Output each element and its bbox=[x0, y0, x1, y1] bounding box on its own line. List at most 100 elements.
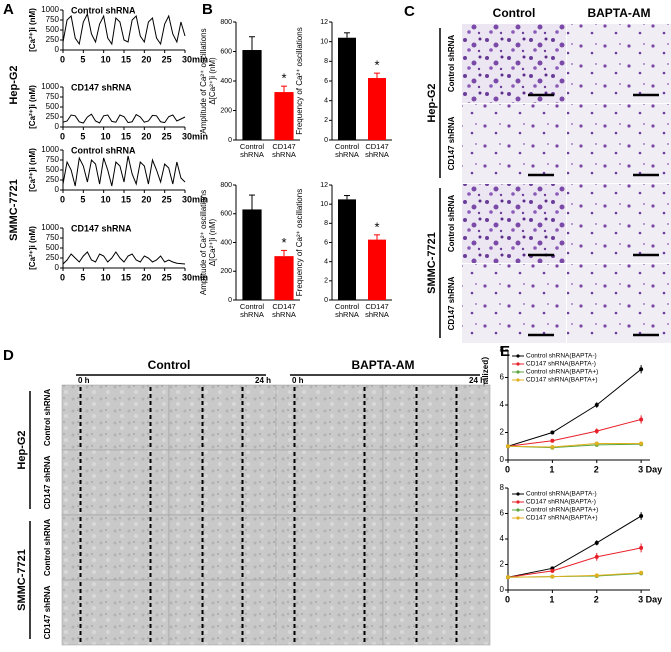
x-tick-label: 5 bbox=[80, 194, 85, 204]
panel-label: B bbox=[202, 1, 213, 18]
group-label: SMMC-7721 bbox=[426, 232, 438, 294]
significance: * bbox=[281, 71, 286, 86]
x-tick-label: 25 bbox=[162, 131, 172, 141]
x-tick-label: 1 bbox=[549, 594, 554, 604]
chart-title: CD147 shRNA bbox=[71, 82, 132, 92]
marker bbox=[506, 575, 510, 580]
micrograph bbox=[275, 384, 384, 451]
y-tick-label: 10 bbox=[320, 201, 328, 208]
y-tick-label: 500 bbox=[46, 25, 60, 34]
row-label: Control shRNA bbox=[43, 519, 52, 577]
x-tick-label: 0 bbox=[60, 131, 65, 141]
y-axis-label: [Ca²⁺]i (nM) bbox=[28, 85, 37, 129]
x-tick-label: 10 bbox=[101, 131, 111, 141]
y-tick-label: 600 bbox=[220, 211, 232, 218]
x-tick-label: Control bbox=[335, 142, 360, 151]
time-label: 0 h bbox=[78, 376, 90, 385]
y-axis-label: [Ca²⁺]i (nM) bbox=[28, 226, 37, 270]
y-tick-label: 2 bbox=[324, 117, 328, 124]
micrograph bbox=[275, 514, 384, 581]
y-axis-label: Δ[Ca²⁺]i (nM) bbox=[208, 218, 217, 266]
y-tick-label: 250 bbox=[46, 112, 60, 121]
bar bbox=[368, 78, 386, 140]
x-tick-label: shRNA bbox=[272, 150, 296, 159]
legend-label: CD147 shRNA(BAPTA+) bbox=[526, 515, 598, 522]
micrograph bbox=[61, 449, 170, 516]
y-axis-label: Frequency of Ca²⁺ oscillations bbox=[295, 189, 304, 296]
y-tick-label: 800 bbox=[220, 182, 232, 189]
legend-marker bbox=[516, 362, 520, 366]
y-tick-label: 750 bbox=[46, 15, 60, 24]
x-tick-label: 20 bbox=[141, 131, 151, 141]
marker bbox=[594, 441, 599, 446]
time-label: 0 h bbox=[292, 376, 304, 385]
x-tick-label: 10 bbox=[101, 272, 111, 282]
y-tick-label: 750 bbox=[46, 155, 60, 164]
y-tick-label: 500 bbox=[46, 102, 60, 111]
bar bbox=[338, 37, 356, 140]
y-tick-label: 0 bbox=[55, 45, 60, 54]
micrograph bbox=[168, 384, 277, 451]
data-line bbox=[507, 443, 642, 449]
y-tick-label: 250 bbox=[46, 253, 60, 262]
x-tick-label: CD147 bbox=[272, 142, 295, 151]
y-tick-label: 2 bbox=[500, 428, 505, 437]
marker bbox=[550, 568, 555, 573]
data-line bbox=[507, 443, 642, 448]
marker bbox=[550, 444, 555, 449]
y-tick-label: 0 bbox=[500, 585, 505, 594]
data-line bbox=[62, 12, 186, 46]
y-tick-label: 750 bbox=[46, 92, 60, 101]
data-line bbox=[62, 113, 186, 124]
column-label: BAPTA-AM bbox=[587, 6, 650, 20]
y-axis-label: Δ[Ca²⁺]i (nM) bbox=[208, 57, 217, 105]
x-tick-label: shRNA bbox=[240, 310, 264, 319]
chart-title: Control shRNA bbox=[71, 145, 136, 155]
legend-label: Control shRNA(BAPTA+) bbox=[526, 369, 598, 376]
y-tick-label: 12 bbox=[320, 182, 328, 189]
marker bbox=[594, 573, 599, 578]
micrograph bbox=[567, 264, 671, 343]
x-tick-label: 5 bbox=[80, 54, 85, 64]
row-label: CD147 shRNA bbox=[447, 116, 456, 170]
bar bbox=[242, 209, 262, 300]
column-label: BAPTA-AM bbox=[351, 358, 414, 372]
x-tick-label: 0 bbox=[505, 594, 510, 604]
column-label: Control bbox=[148, 358, 191, 372]
y-tick-label: 4 bbox=[500, 534, 505, 543]
x-tick-label: 5 bbox=[80, 272, 85, 282]
x-tick-label: Control bbox=[240, 142, 265, 151]
legend-label: Control shRNA(BAPTA-) bbox=[526, 353, 597, 360]
x-tick-label: 25 bbox=[162, 272, 172, 282]
y-tick-label: 200 bbox=[220, 107, 232, 114]
legend-marker bbox=[516, 516, 520, 520]
micrograph bbox=[382, 449, 491, 516]
significance: * bbox=[374, 219, 379, 234]
y-tick-label: 8 bbox=[324, 58, 328, 65]
y-tick-label: 8 bbox=[500, 483, 505, 492]
y-tick-label: 6 bbox=[500, 509, 505, 518]
panel-labels: A B C D E Hep-G2 SMMC-7721 bbox=[3, 1, 510, 364]
panel-label: E bbox=[500, 343, 510, 360]
x-tick-label: 3 Day bbox=[638, 594, 662, 604]
x-tick-label: shRNA bbox=[365, 150, 389, 159]
group-label: Hep-G2 bbox=[426, 83, 438, 122]
significance: * bbox=[281, 235, 286, 250]
y-tick-label: 6 bbox=[324, 239, 328, 246]
micrograph bbox=[567, 24, 671, 103]
micrograph bbox=[168, 514, 277, 581]
y-tick-label: 500 bbox=[46, 243, 60, 252]
y-tick-label: 8 bbox=[324, 220, 328, 227]
x-tick-label: 10 bbox=[101, 194, 111, 204]
micrograph bbox=[567, 184, 671, 263]
y-tick-label: 1000 bbox=[41, 5, 59, 14]
y-tick-label: 500 bbox=[46, 165, 60, 174]
row-label: CD147 shRNA bbox=[447, 276, 456, 330]
marker bbox=[550, 574, 555, 579]
x-tick-label: shRNA bbox=[272, 310, 296, 319]
legend-label: CD147 shRNA(BAPTA-) bbox=[526, 499, 596, 506]
y-tick-label: 6 bbox=[324, 78, 328, 85]
x-tick-label: 15 bbox=[121, 54, 131, 64]
legend-label: CD147 shRNA(BAPTA+) bbox=[526, 377, 598, 384]
bar bbox=[274, 92, 294, 140]
